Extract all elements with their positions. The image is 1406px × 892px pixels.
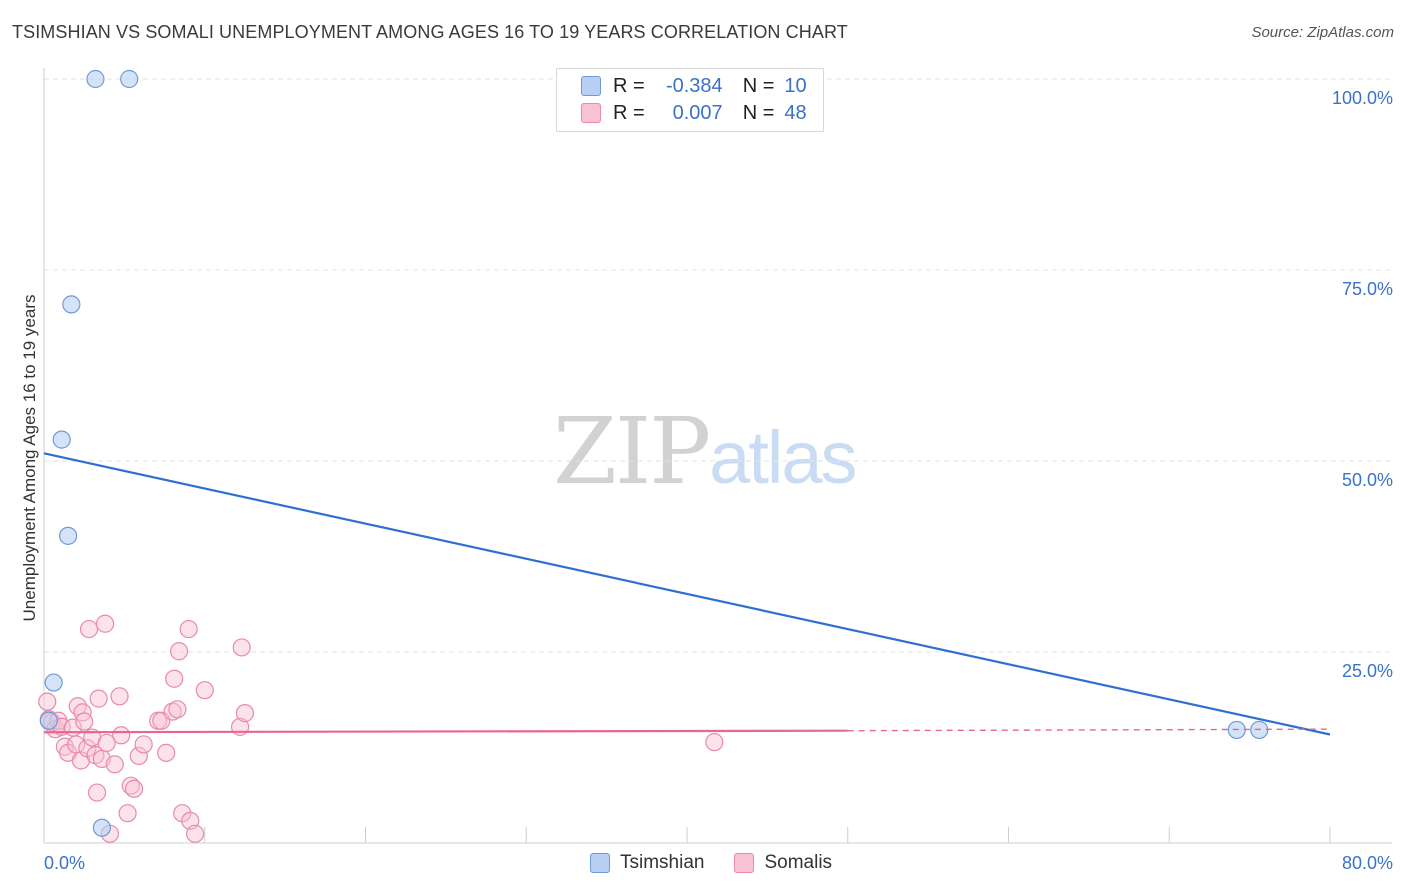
somali-point	[38, 692, 57, 711]
somali-point	[165, 669, 184, 688]
chart-title: TSIMSHIAN VS SOMALI UNEMPLOYMENT AMONG A…	[12, 22, 848, 42]
legend-item-somalis[interactable]: Somalis	[734, 852, 832, 874]
somali-point	[168, 700, 187, 719]
tsimshian-swatch	[581, 76, 601, 96]
somali-point	[105, 755, 124, 774]
tsimshian-point	[62, 295, 81, 314]
legend-row-tsimshian: R = -0.384 N = 10	[581, 74, 807, 98]
tsimshian-point	[120, 69, 139, 89]
r-value: -0.384	[665, 74, 723, 97]
x-tick-label: 0.0%	[44, 853, 85, 873]
somali-point	[95, 614, 115, 633]
somali-point	[112, 726, 131, 745]
somali-point	[134, 735, 153, 754]
tsimshian-point	[52, 430, 71, 449]
somali-point	[157, 743, 176, 762]
n-label: N =	[742, 74, 775, 97]
n-value: 10	[784, 74, 807, 97]
somali-trend-line-extension	[847, 728, 1331, 732]
somali-point	[169, 642, 189, 661]
tsimshian-point	[59, 526, 78, 545]
somali-point	[186, 824, 205, 843]
somali-point	[73, 703, 92, 722]
y-tick-label: 100.0%	[1332, 88, 1393, 108]
somali-trend-line	[43, 729, 848, 734]
r-label: R =	[613, 74, 645, 97]
series-legend: Tsimshian Somalis	[590, 852, 862, 874]
somali-point	[163, 702, 182, 721]
somali-point	[121, 776, 140, 795]
n-label: N =	[742, 101, 775, 124]
tsimshian-point	[39, 711, 58, 730]
somali-point	[79, 619, 99, 639]
legend-label: Tsimshian	[620, 852, 705, 873]
somali-point	[87, 783, 107, 802]
somali-point	[232, 638, 251, 657]
legend-item-tsimshian[interactable]: Tsimshian	[590, 852, 704, 874]
watermark-zip: ZIP	[553, 398, 711, 505]
somali-point	[235, 704, 255, 723]
somali-point	[705, 733, 724, 752]
watermark: ZIPatlas	[553, 398, 857, 505]
somali-point	[124, 779, 144, 798]
stats-legend: R = -0.384 N = 10 R = 0.007 N = 48	[556, 68, 824, 132]
y-tick-label: 25.0%	[1342, 661, 1393, 681]
tsimshian-legend-swatch	[590, 853, 610, 873]
r-value: 0.007	[672, 101, 723, 124]
somali-point	[89, 689, 108, 708]
legend-row-somalis: R = 0.007 N = 48	[581, 101, 807, 125]
somali-point	[179, 619, 198, 639]
x-tick-label: 80.0%	[1342, 853, 1393, 873]
tsimshian-point	[92, 818, 111, 837]
legend-label: Somalis	[764, 852, 833, 873]
somali-point	[118, 804, 137, 823]
somali-point	[97, 733, 116, 753]
somali-point	[68, 697, 87, 716]
r-label: R =	[613, 101, 645, 124]
tsimshian-trend-line	[43, 452, 1331, 736]
tsimshian-point	[44, 673, 63, 692]
source-label: Source: ZipAtlas.com	[1251, 24, 1394, 41]
somali-point	[75, 712, 94, 731]
n-value: 48	[784, 101, 807, 124]
somali-point	[110, 687, 129, 706]
watermark-atlas: atlas	[709, 416, 857, 499]
y-tick-label: 75.0%	[1342, 279, 1393, 299]
tsimshian-point	[86, 69, 105, 89]
somali-point	[129, 746, 148, 766]
y-tick-label: 50.0%	[1342, 470, 1393, 490]
somali-swatch	[581, 103, 601, 123]
somali-point	[195, 681, 214, 700]
somali-legend-swatch	[734, 853, 755, 873]
